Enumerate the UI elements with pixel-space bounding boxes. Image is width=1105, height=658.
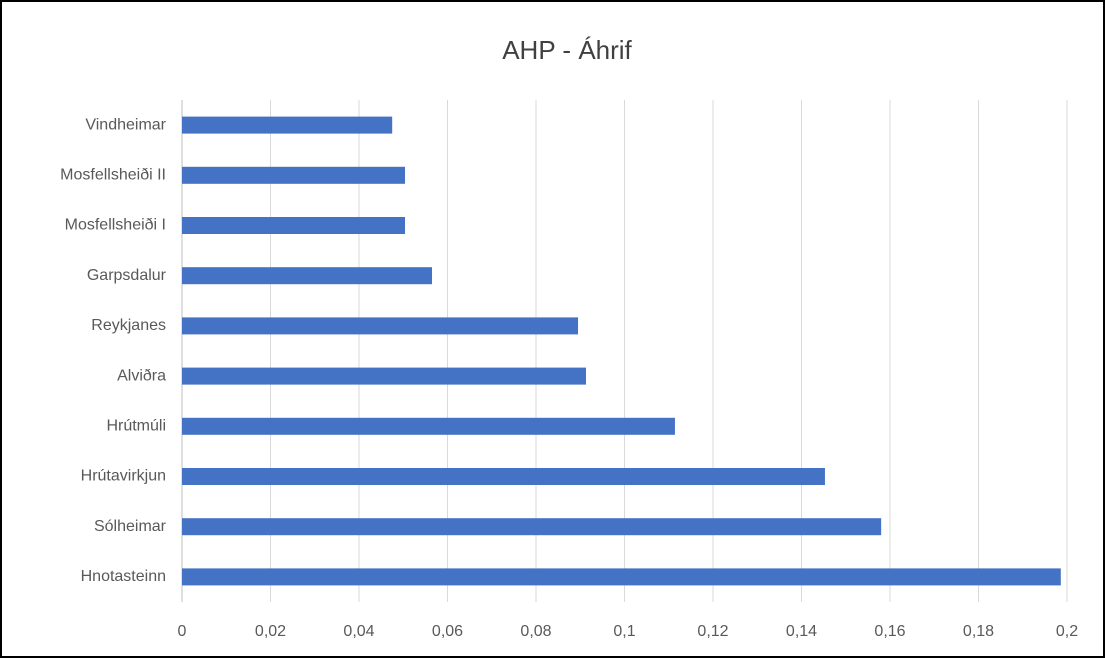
y-tick-label: Hrútavirkjun	[81, 468, 166, 485]
chart-title: AHP - Áhrif	[502, 35, 632, 65]
bar	[182, 267, 433, 285]
bar	[182, 116, 393, 134]
bar	[182, 367, 587, 385]
x-tick-label: 0,12	[697, 623, 728, 640]
bar	[182, 518, 882, 536]
x-tick-label: 0	[178, 623, 187, 640]
y-tick-label: Mosfellsheiði I	[65, 217, 166, 234]
x-tick-label: 0,18	[963, 623, 994, 640]
y-tick-label: Mosfellsheiði II	[60, 167, 166, 184]
bar	[182, 317, 579, 335]
x-tick-label: 0,08	[520, 623, 551, 640]
y-tick-label: Hrútmúli	[106, 418, 166, 435]
y-tick-label: Alviðra	[117, 367, 166, 384]
y-tick-label: Garpsdalur	[87, 267, 167, 284]
y-tick-label: Vindheimar	[85, 116, 166, 133]
x-tick-label: 0,1	[613, 623, 635, 640]
bar	[182, 468, 825, 485]
y-tick-label: Sólheimar	[94, 518, 167, 535]
x-tick-label: 0,04	[343, 623, 374, 640]
y-tick-label: Reykjanes	[91, 317, 166, 334]
x-tick-label: 0,02	[255, 623, 286, 640]
x-tick-label: 0,14	[786, 623, 817, 640]
bar	[182, 217, 406, 234]
bar	[182, 568, 1061, 586]
x-tick-label: 0,16	[874, 623, 905, 640]
bar	[182, 417, 675, 435]
bar	[182, 166, 406, 184]
y-tick-label: Hnotasteinn	[81, 568, 166, 585]
x-tick-label: 0,06	[432, 623, 463, 640]
x-tick-label: 0,2	[1056, 623, 1078, 640]
